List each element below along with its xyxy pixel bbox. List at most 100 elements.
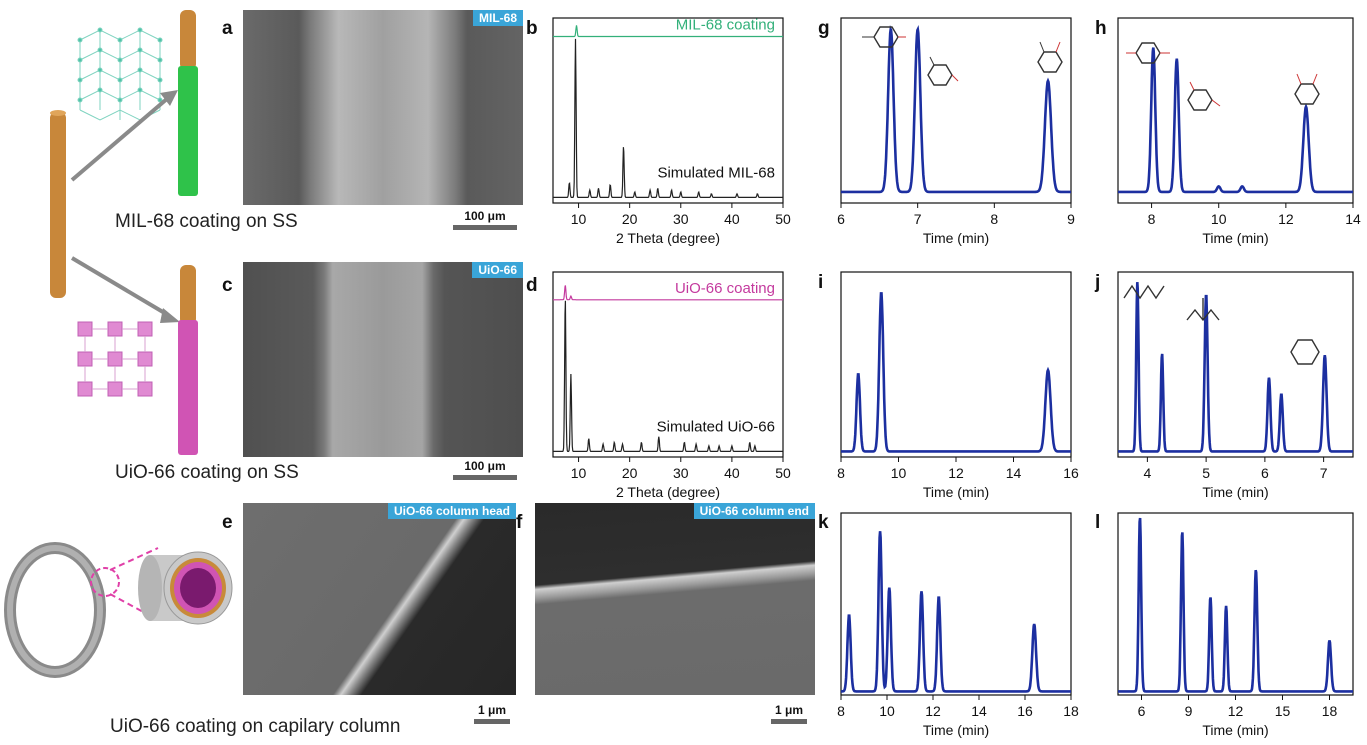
x-axis-label: 2 Theta (degree) xyxy=(616,230,720,246)
panel-label-c: c xyxy=(222,275,233,296)
scalebar-a: 100 μm xyxy=(453,209,517,230)
x-tick-label: 7 xyxy=(1320,465,1328,481)
series-line xyxy=(1118,47,1353,194)
plot-frame xyxy=(1117,17,1354,204)
sem-image-column-end: UiO-66 column end xyxy=(535,503,815,695)
x-axis-label: Time (min) xyxy=(1202,722,1268,738)
x-axis-label: Time (min) xyxy=(923,722,989,738)
plot-frame xyxy=(840,17,1072,204)
x-tick-label: 8 xyxy=(1148,211,1156,227)
plot-frame xyxy=(552,17,784,204)
x-tick-label: 10 xyxy=(571,465,587,481)
x-tick-label: 14 xyxy=(1006,465,1022,481)
x-tick-label: 6 xyxy=(1138,703,1146,719)
series-label: MIL-68 coating xyxy=(676,17,775,34)
molecule-chloroarene-2-icon xyxy=(927,56,959,86)
x-tick-label: 18 xyxy=(1322,703,1338,719)
series-label: Simulated UiO-66 xyxy=(657,418,775,435)
series-label: UiO-66 coating xyxy=(675,280,775,297)
x-tick-label: 12 xyxy=(1278,211,1294,227)
sem-tag-uio66: UiO-66 xyxy=(472,262,523,278)
panel-label-f: f xyxy=(516,512,523,533)
sem-tag-column-end: UiO-66 column end xyxy=(693,503,815,519)
x-tick-label: 12 xyxy=(1228,703,1244,719)
chromatogram-l: 6 9 12 15 18 Time (min) xyxy=(1117,512,1354,738)
sem-image-mil68: MIL-68 xyxy=(243,10,523,205)
x-tick-label: 40 xyxy=(724,211,740,227)
x-tick-label: 14 xyxy=(971,703,987,719)
x-tick-label: 8 xyxy=(837,465,845,481)
scalebar-c: 100 μm xyxy=(453,459,517,480)
sem-tag-mil68: MIL-68 xyxy=(472,10,523,26)
molecule-branched-alkane-icon xyxy=(1186,298,1220,322)
mil68-framework-icon xyxy=(77,27,163,121)
mil68-coated-rod xyxy=(180,10,196,70)
series-line xyxy=(841,25,1071,194)
panel-label-i: i xyxy=(818,272,824,293)
x-tick-label: 30 xyxy=(673,211,689,227)
chromatogram-j: 4 5 6 7 Time (min) xyxy=(1117,271,1354,500)
sem-image-column-head: UiO-66 column head xyxy=(243,503,516,695)
series-line xyxy=(553,25,783,38)
plot-frame xyxy=(1117,512,1354,696)
uio66-coated-rod xyxy=(180,265,196,325)
schematic-figure xyxy=(4,10,233,678)
molecule-chloroarene-3-icon xyxy=(1037,41,1063,73)
chromatogram-k: 8 10 12 14 16 18 Time (min) xyxy=(837,512,1079,738)
uio66-framework-icon xyxy=(77,321,153,397)
bare-ss-rod xyxy=(50,112,66,298)
molecule-dichloro-ortho-icon xyxy=(1294,73,1320,105)
x-tick-label: 30 xyxy=(673,465,689,481)
x-tick-label: 50 xyxy=(775,211,791,227)
x-axis-label: Time (min) xyxy=(923,484,989,500)
x-tick-label: 5 xyxy=(1202,465,1210,481)
series-line xyxy=(1118,517,1353,693)
panel-label-k: k xyxy=(818,512,829,533)
chromatogram-i: 8 10 12 14 16 Time (min) xyxy=(837,271,1079,500)
x-tick-label: 20 xyxy=(622,465,638,481)
scalebar-f: 1 μm xyxy=(771,703,807,724)
x-tick-label: 10 xyxy=(891,465,907,481)
x-tick-label: 10 xyxy=(879,703,895,719)
plot-frame xyxy=(1117,271,1354,458)
scalebar-e: 1 μm xyxy=(474,703,510,724)
x-tick-label: 15 xyxy=(1275,703,1291,719)
molecule-dichloro-meta-icon xyxy=(1187,81,1221,111)
panel-label-g: g xyxy=(818,18,830,39)
plot-frame xyxy=(840,512,1072,696)
x-tick-label: 20 xyxy=(622,211,638,227)
x-tick-label: 8 xyxy=(990,211,998,227)
x-tick-label: 9 xyxy=(1067,211,1075,227)
scalebar-e-label: 1 μm xyxy=(477,703,507,717)
x-tick-label: 9 xyxy=(1185,703,1193,719)
molecule-cyclohexane-icon xyxy=(1290,339,1320,365)
series-line xyxy=(553,38,783,198)
molecule-alkane-chain-icon xyxy=(1123,284,1165,300)
chromatogram-h: 8 10 12 14 Time (min) xyxy=(1117,17,1361,246)
x-tick-label: 40 xyxy=(724,465,740,481)
xrd-chart-mil68: 10 20 30 40 50 2 Theta (degree) MIL-68 coating… xyxy=(552,17,791,246)
x-tick-label: 14 xyxy=(1345,211,1361,227)
arrow-to-mil68-icon xyxy=(70,90,178,182)
chromatogram-g: 6 7 8 9 Time (min) xyxy=(837,17,1075,246)
series-line xyxy=(1118,282,1353,453)
x-tick-label: 8 xyxy=(837,703,845,719)
x-tick-label: 6 xyxy=(1261,465,1269,481)
x-tick-label: 18 xyxy=(1063,703,1079,719)
capillary-column-icon xyxy=(4,542,233,678)
series-line xyxy=(553,285,783,301)
scalebar-c-label: 100 μm xyxy=(464,459,506,473)
x-tick-label: 12 xyxy=(948,465,964,481)
x-axis-label: 2 Theta (degree) xyxy=(616,484,720,500)
series-label: Simulated MIL-68 xyxy=(657,164,775,181)
x-axis-label: Time (min) xyxy=(1202,230,1268,246)
x-tick-label: 4 xyxy=(1143,465,1151,481)
x-tick-label: 12 xyxy=(925,703,941,719)
x-tick-label: 16 xyxy=(1017,703,1033,719)
panel-label-l: l xyxy=(1095,512,1101,533)
caption-uio66-capillary: UiO-66 coating on capilary column xyxy=(110,716,401,737)
series-line xyxy=(841,531,1071,693)
sem-tag-column-head: UiO-66 column head xyxy=(387,503,516,519)
x-tick-label: 50 xyxy=(775,465,791,481)
panel-label-a: a xyxy=(222,18,233,39)
